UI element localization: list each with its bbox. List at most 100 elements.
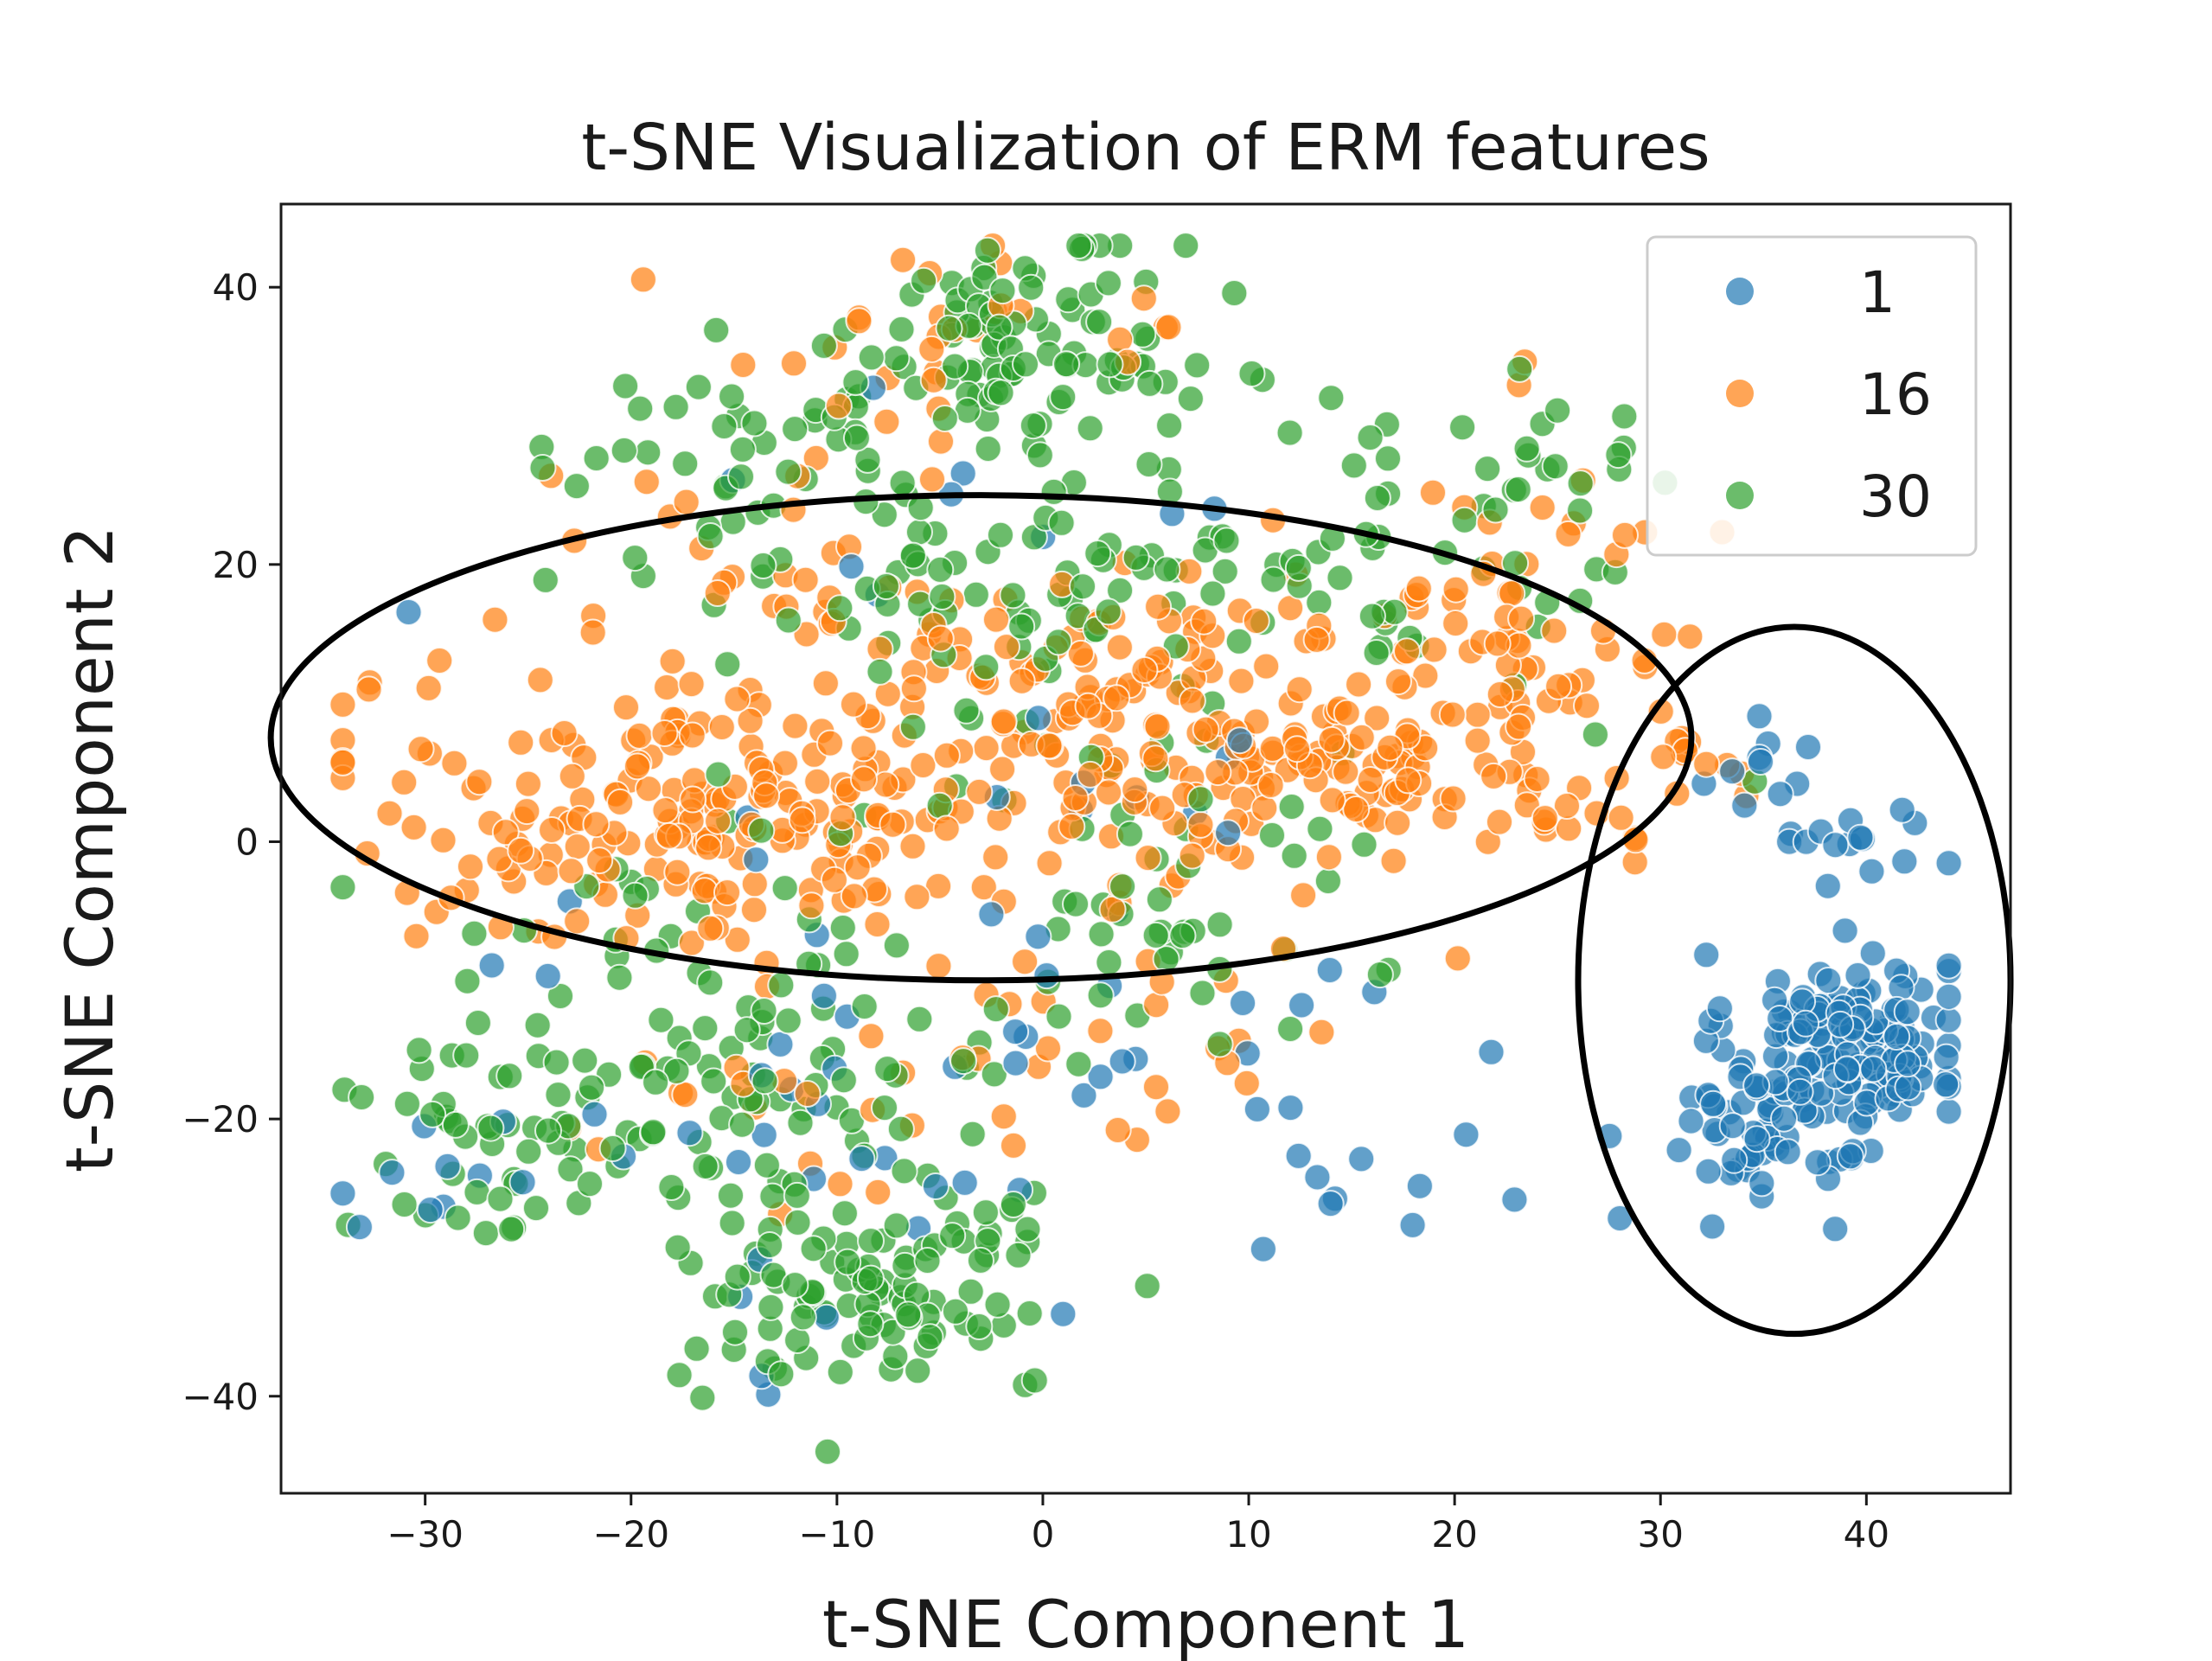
data-point-1	[416, 1196, 444, 1224]
data-point-16	[672, 488, 700, 516]
data-point-30	[718, 1209, 746, 1237]
data-point-16	[1540, 616, 1569, 645]
data-point-16	[797, 891, 826, 920]
data-point-30	[872, 572, 900, 600]
data-point-30	[663, 1233, 692, 1262]
data-point-30	[495, 1062, 524, 1090]
data-point-1	[1934, 951, 1963, 980]
data-point-16	[526, 666, 554, 694]
data-point-16	[1318, 786, 1346, 815]
data-point-1	[1770, 1104, 1798, 1133]
data-point-30	[610, 437, 638, 464]
data-point-30	[890, 1157, 918, 1185]
data-point-1	[1934, 1006, 1963, 1034]
data-point-1	[1070, 1081, 1098, 1109]
data-point-16	[425, 647, 454, 674]
data-point-30	[1094, 269, 1122, 297]
data-point-16	[1480, 762, 1508, 790]
data-point-30	[887, 315, 916, 343]
data-point-1	[1888, 795, 1916, 824]
data-point-16	[1011, 948, 1039, 976]
data-point-16	[329, 748, 357, 776]
data-point-16	[989, 1102, 1018, 1131]
data-point-30	[1045, 628, 1073, 656]
data-point-16	[1098, 895, 1127, 923]
data-point-1	[1786, 1077, 1814, 1106]
data-point-30	[476, 1114, 505, 1142]
data-point-16	[845, 307, 873, 335]
data-point-30	[1062, 890, 1090, 918]
data-point-16	[849, 734, 878, 763]
data-point-16	[653, 674, 681, 701]
data-point-30	[1135, 450, 1163, 478]
data-point-30	[1358, 602, 1386, 630]
data-point-30	[881, 1342, 910, 1370]
data-point-30	[781, 1271, 809, 1300]
data-point-30	[1019, 412, 1047, 440]
x-tick-label: −10	[799, 1513, 876, 1556]
data-point-1	[1229, 989, 1257, 1017]
data-point-1	[742, 846, 770, 874]
data-point-16	[1554, 520, 1582, 548]
data-point-1	[1934, 849, 1963, 878]
data-point-1	[766, 1030, 795, 1058]
data-point-16	[1066, 639, 1095, 668]
data-point-1	[394, 598, 423, 626]
data-point-30	[1122, 543, 1150, 572]
data-point-1	[1792, 1009, 1820, 1038]
data-point-1	[534, 961, 562, 990]
x-tick-label: 0	[1032, 1513, 1055, 1556]
data-point-16	[1283, 735, 1311, 763]
data-point-30	[767, 1360, 796, 1389]
data-point-16	[1439, 784, 1467, 813]
data-point-30	[952, 696, 981, 725]
data-point-16	[635, 775, 662, 803]
data-point-30	[1474, 455, 1502, 483]
data-point-1	[725, 1148, 752, 1176]
data-point-16	[791, 565, 820, 594]
data-point-30	[1205, 910, 1234, 939]
data-point-30	[904, 1357, 932, 1385]
data-point-16	[824, 392, 853, 420]
data-point-16	[879, 810, 907, 839]
data-point-16	[1676, 623, 1704, 651]
data-point-30	[1012, 350, 1039, 379]
data-point-1	[1774, 1138, 1802, 1166]
data-point-30	[1277, 793, 1306, 821]
x-tick-label: 30	[1638, 1513, 1684, 1556]
data-point-30	[718, 382, 746, 411]
data-point-16	[1420, 636, 1448, 664]
data-point-30	[562, 472, 591, 501]
data-point-30	[767, 971, 796, 1000]
data-point-30	[999, 581, 1027, 610]
data-point-30	[1224, 627, 1253, 655]
data-point-1	[1024, 704, 1052, 732]
data-point-30	[882, 344, 911, 373]
data-point-1	[1249, 1235, 1277, 1263]
data-point-16	[650, 719, 679, 747]
data-point-30	[542, 1048, 571, 1076]
data-point-30	[523, 1011, 552, 1039]
data-point-30	[1610, 402, 1639, 431]
data-point-30	[721, 1318, 749, 1346]
data-point-16	[1186, 810, 1215, 839]
data-point-16	[1442, 610, 1470, 637]
data-point-30	[1237, 360, 1266, 387]
data-point-16	[655, 821, 683, 850]
data-point-16	[694, 834, 723, 862]
data-point-16	[1035, 731, 1064, 760]
data-point-16	[932, 815, 961, 843]
data-point-30	[621, 881, 649, 910]
data-point-16	[840, 690, 867, 719]
data-point-30	[757, 1293, 785, 1321]
data-point-30	[834, 1248, 862, 1276]
data-point-30	[774, 457, 802, 486]
data-point-30	[329, 873, 357, 902]
data-point-16	[465, 768, 494, 796]
data-point-16	[1148, 794, 1177, 822]
data-point-16	[623, 752, 651, 781]
data-point-16	[863, 910, 892, 938]
data-point-16	[1178, 687, 1206, 715]
data-point-16	[1443, 944, 1472, 973]
data-point-1	[1932, 1043, 1960, 1071]
